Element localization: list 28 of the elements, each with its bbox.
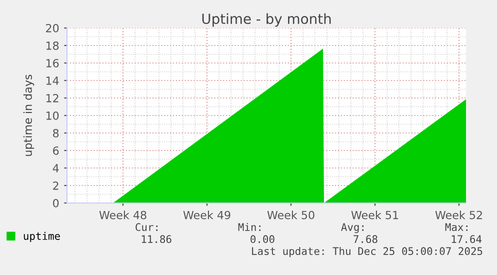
- y-tick-label: 18: [46, 41, 59, 50]
- y-tick-label: 20: [46, 24, 59, 32]
- x-tick-label: Week 52: [435, 210, 482, 220]
- text: Max:: [445, 223, 468, 232]
- x-tick-label: Week 50: [267, 210, 314, 220]
- text: 17.64: [452, 235, 482, 244]
- legend-label: uptime: [24, 232, 60, 242]
- y-tick-label: 14: [46, 76, 59, 85]
- y-tick-label: 4: [52, 164, 59, 172]
- x-tick-label: Week 48: [99, 210, 146, 220]
- y-tick-label: 0: [53, 198, 59, 208]
- text: Last update: Thu Dec 25 05:00:07 2025: [252, 246, 482, 258]
- x-tick-label: Week 51: [351, 210, 398, 220]
- y-tick-label: 2: [53, 181, 58, 190]
- text: 11.86: [142, 235, 172, 244]
- x-tick-label: Week 49: [183, 210, 230, 220]
- text: Min:: [238, 222, 260, 231]
- text: 0.00: [250, 235, 274, 244]
- y-tick-label: 6: [53, 146, 59, 155]
- y-tick-label: 8: [53, 128, 59, 138]
- chart-title: Uptime - by month: [202, 13, 331, 27]
- y-tick-label: 16: [46, 58, 59, 68]
- text: Cur:: [136, 223, 158, 232]
- text: Avg:: [341, 223, 364, 234]
- y-tick-label: 12: [46, 94, 58, 102]
- y-axis-title: uptime in days: [23, 74, 34, 156]
- y-tick-label: 10: [46, 111, 59, 120]
- text: 7.68: [354, 235, 378, 244]
